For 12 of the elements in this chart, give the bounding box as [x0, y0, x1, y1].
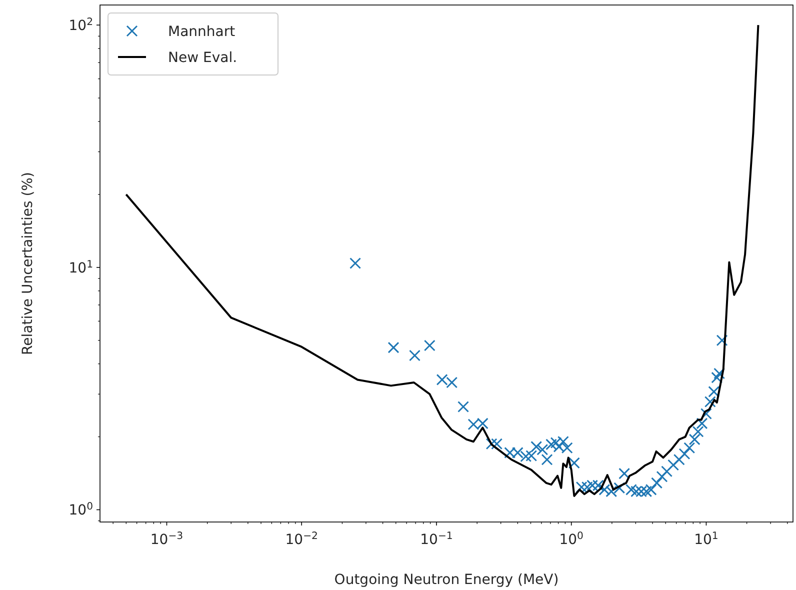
x-tick-label: 10$^{1}$: [694, 530, 718, 548]
y-tick-label: 10$^{2}$: [68, 16, 93, 34]
y-tick-label: 10$^{0}$: [68, 501, 93, 519]
x-tick-label: 10$^{−1}$: [420, 530, 453, 548]
x-axis-title: Outgoing Neutron Energy (MeV): [334, 572, 559, 588]
x-tick-label: 10$^{−3}$: [150, 530, 184, 548]
legend-label: New Eval.: [168, 50, 238, 66]
x-tick-label: 10$^{−2}$: [285, 530, 318, 548]
x-tick-label: 10$^{0}$: [559, 530, 584, 548]
legend-label: Mannhart: [168, 24, 236, 40]
y-axis-title: Relative Uncertainties (%): [20, 172, 36, 355]
y-tick-label: 10$^{1}$: [68, 258, 93, 276]
